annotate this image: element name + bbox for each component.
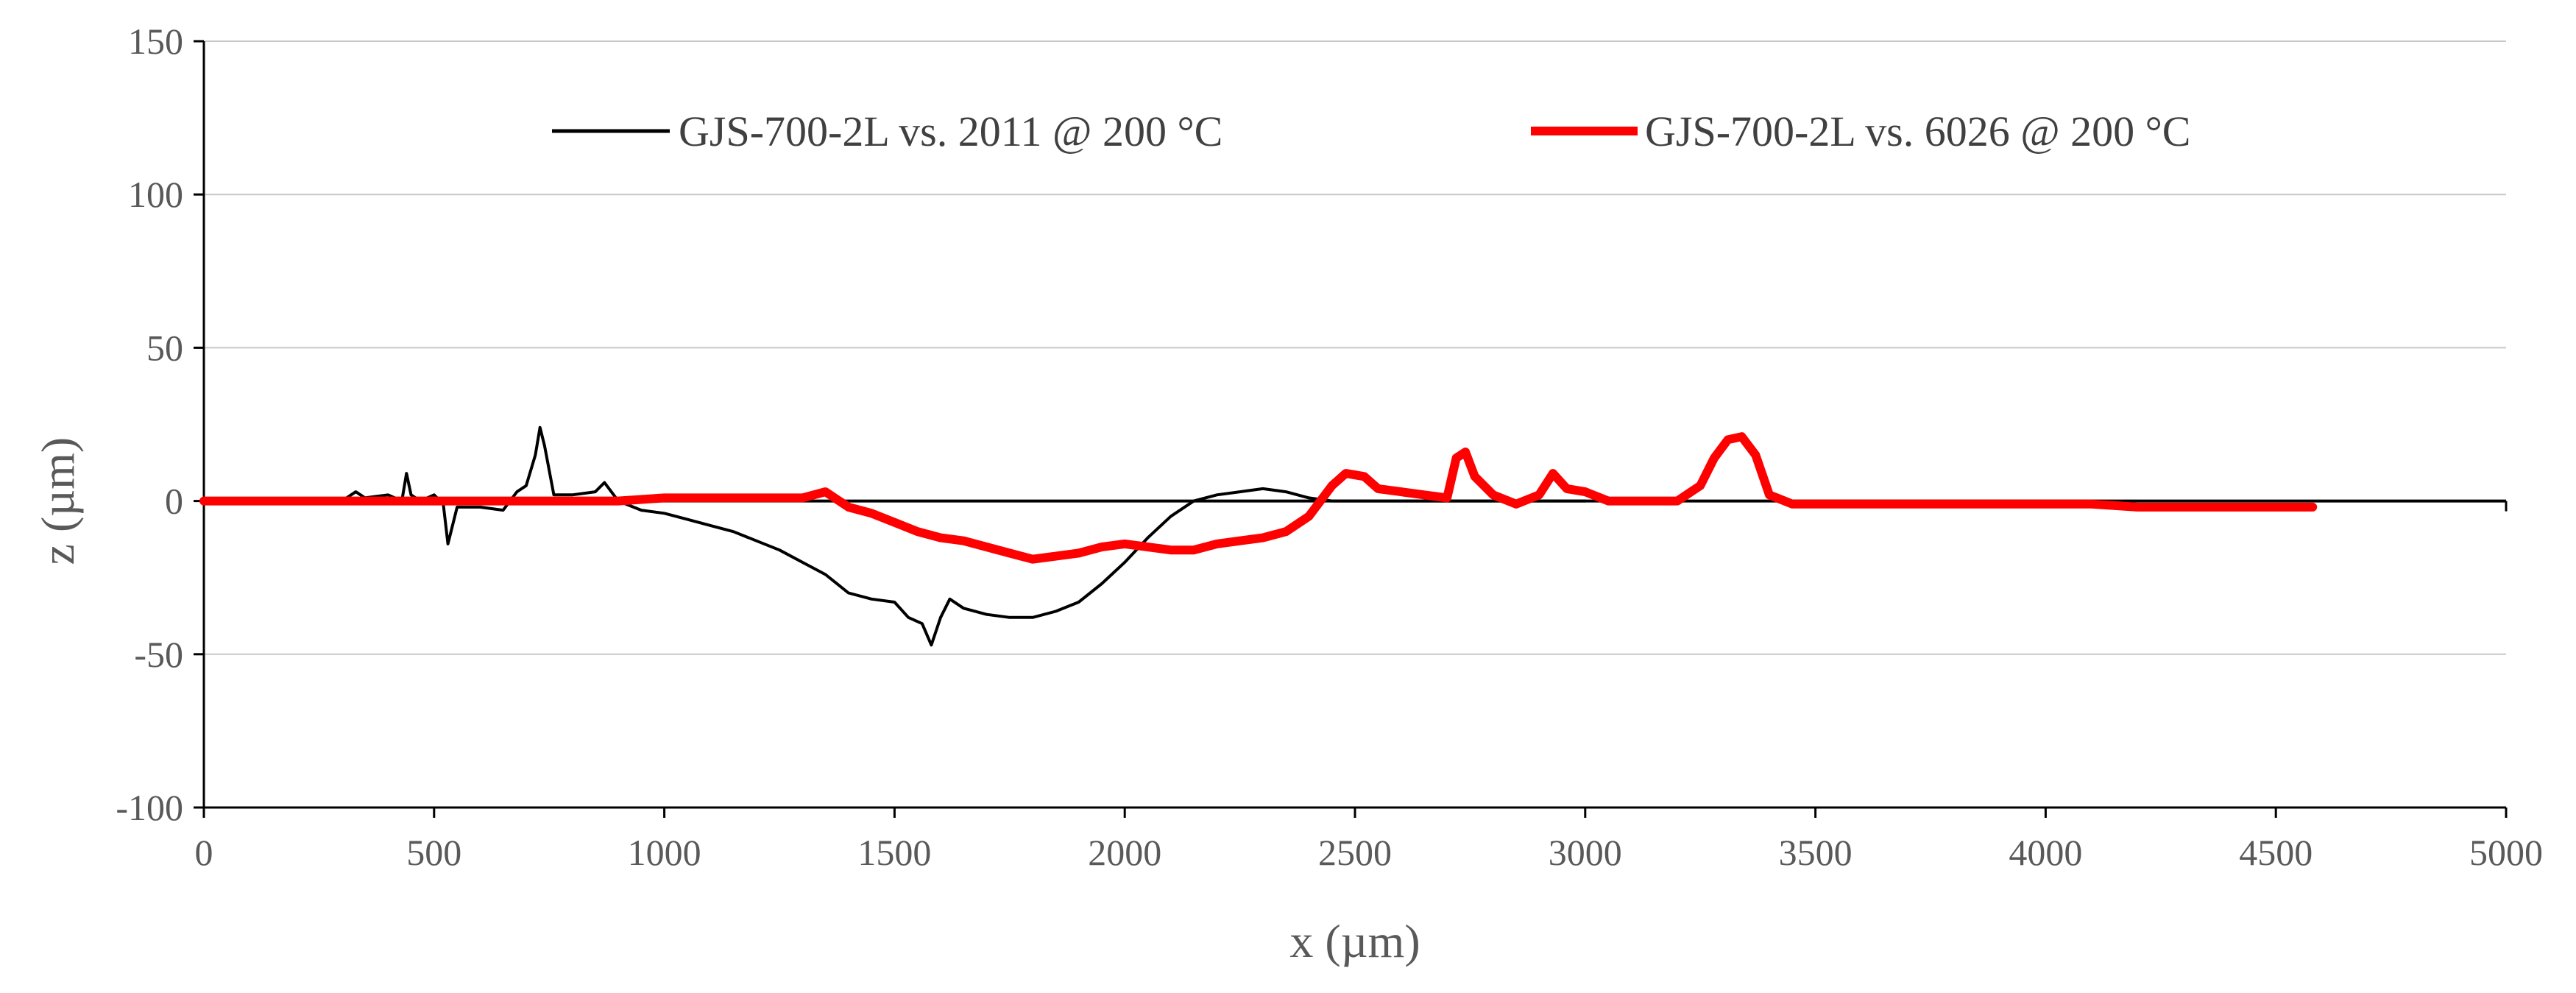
- y-tick-label-150: 150: [128, 21, 183, 62]
- x-tick-label-2000: 2000: [1088, 832, 1161, 873]
- y-tick-label--50: -50: [134, 634, 183, 675]
- x-tick-label-500: 500: [406, 832, 461, 873]
- x-tick-label-2500: 2500: [1318, 832, 1392, 873]
- gridlines: [204, 40, 2506, 808]
- legend-label-red: GJS-700-2L vs. 6026 @ 200 °C: [1645, 107, 2190, 155]
- x-axis-title: x (µm): [1289, 915, 1420, 967]
- x-tick-label-1500: 1500: [857, 832, 931, 873]
- x-tick-label-4500: 4500: [2239, 832, 2313, 873]
- legend: GJS-700-2L vs. 2011 @ 200 °C GJS-700-2L …: [552, 107, 2190, 155]
- data-series: [199, 425, 2318, 647]
- series-line-1: [199, 432, 2318, 564]
- y-tick-label-100: 100: [128, 174, 183, 215]
- y-tick-label-50: 50: [146, 327, 183, 368]
- x-tick-label-4000: 4000: [2009, 832, 2082, 873]
- y-axis-title: z (µm): [32, 437, 84, 565]
- x-tick-label-1000: 1000: [628, 832, 701, 873]
- series-line-0: [202, 425, 1587, 647]
- y-tick-label--100: -100: [116, 787, 183, 828]
- x-tick-label-3500: 3500: [1779, 832, 1853, 873]
- x-tick-label-0: 0: [195, 832, 213, 873]
- y-tick-label-0: 0: [165, 481, 183, 522]
- x-tick-label-3000: 3000: [1549, 832, 1622, 873]
- x-tick-label-5000: 5000: [2469, 832, 2543, 873]
- legend-label-black: GJS-700-2L vs. 2011 @ 200 °C: [679, 107, 1222, 155]
